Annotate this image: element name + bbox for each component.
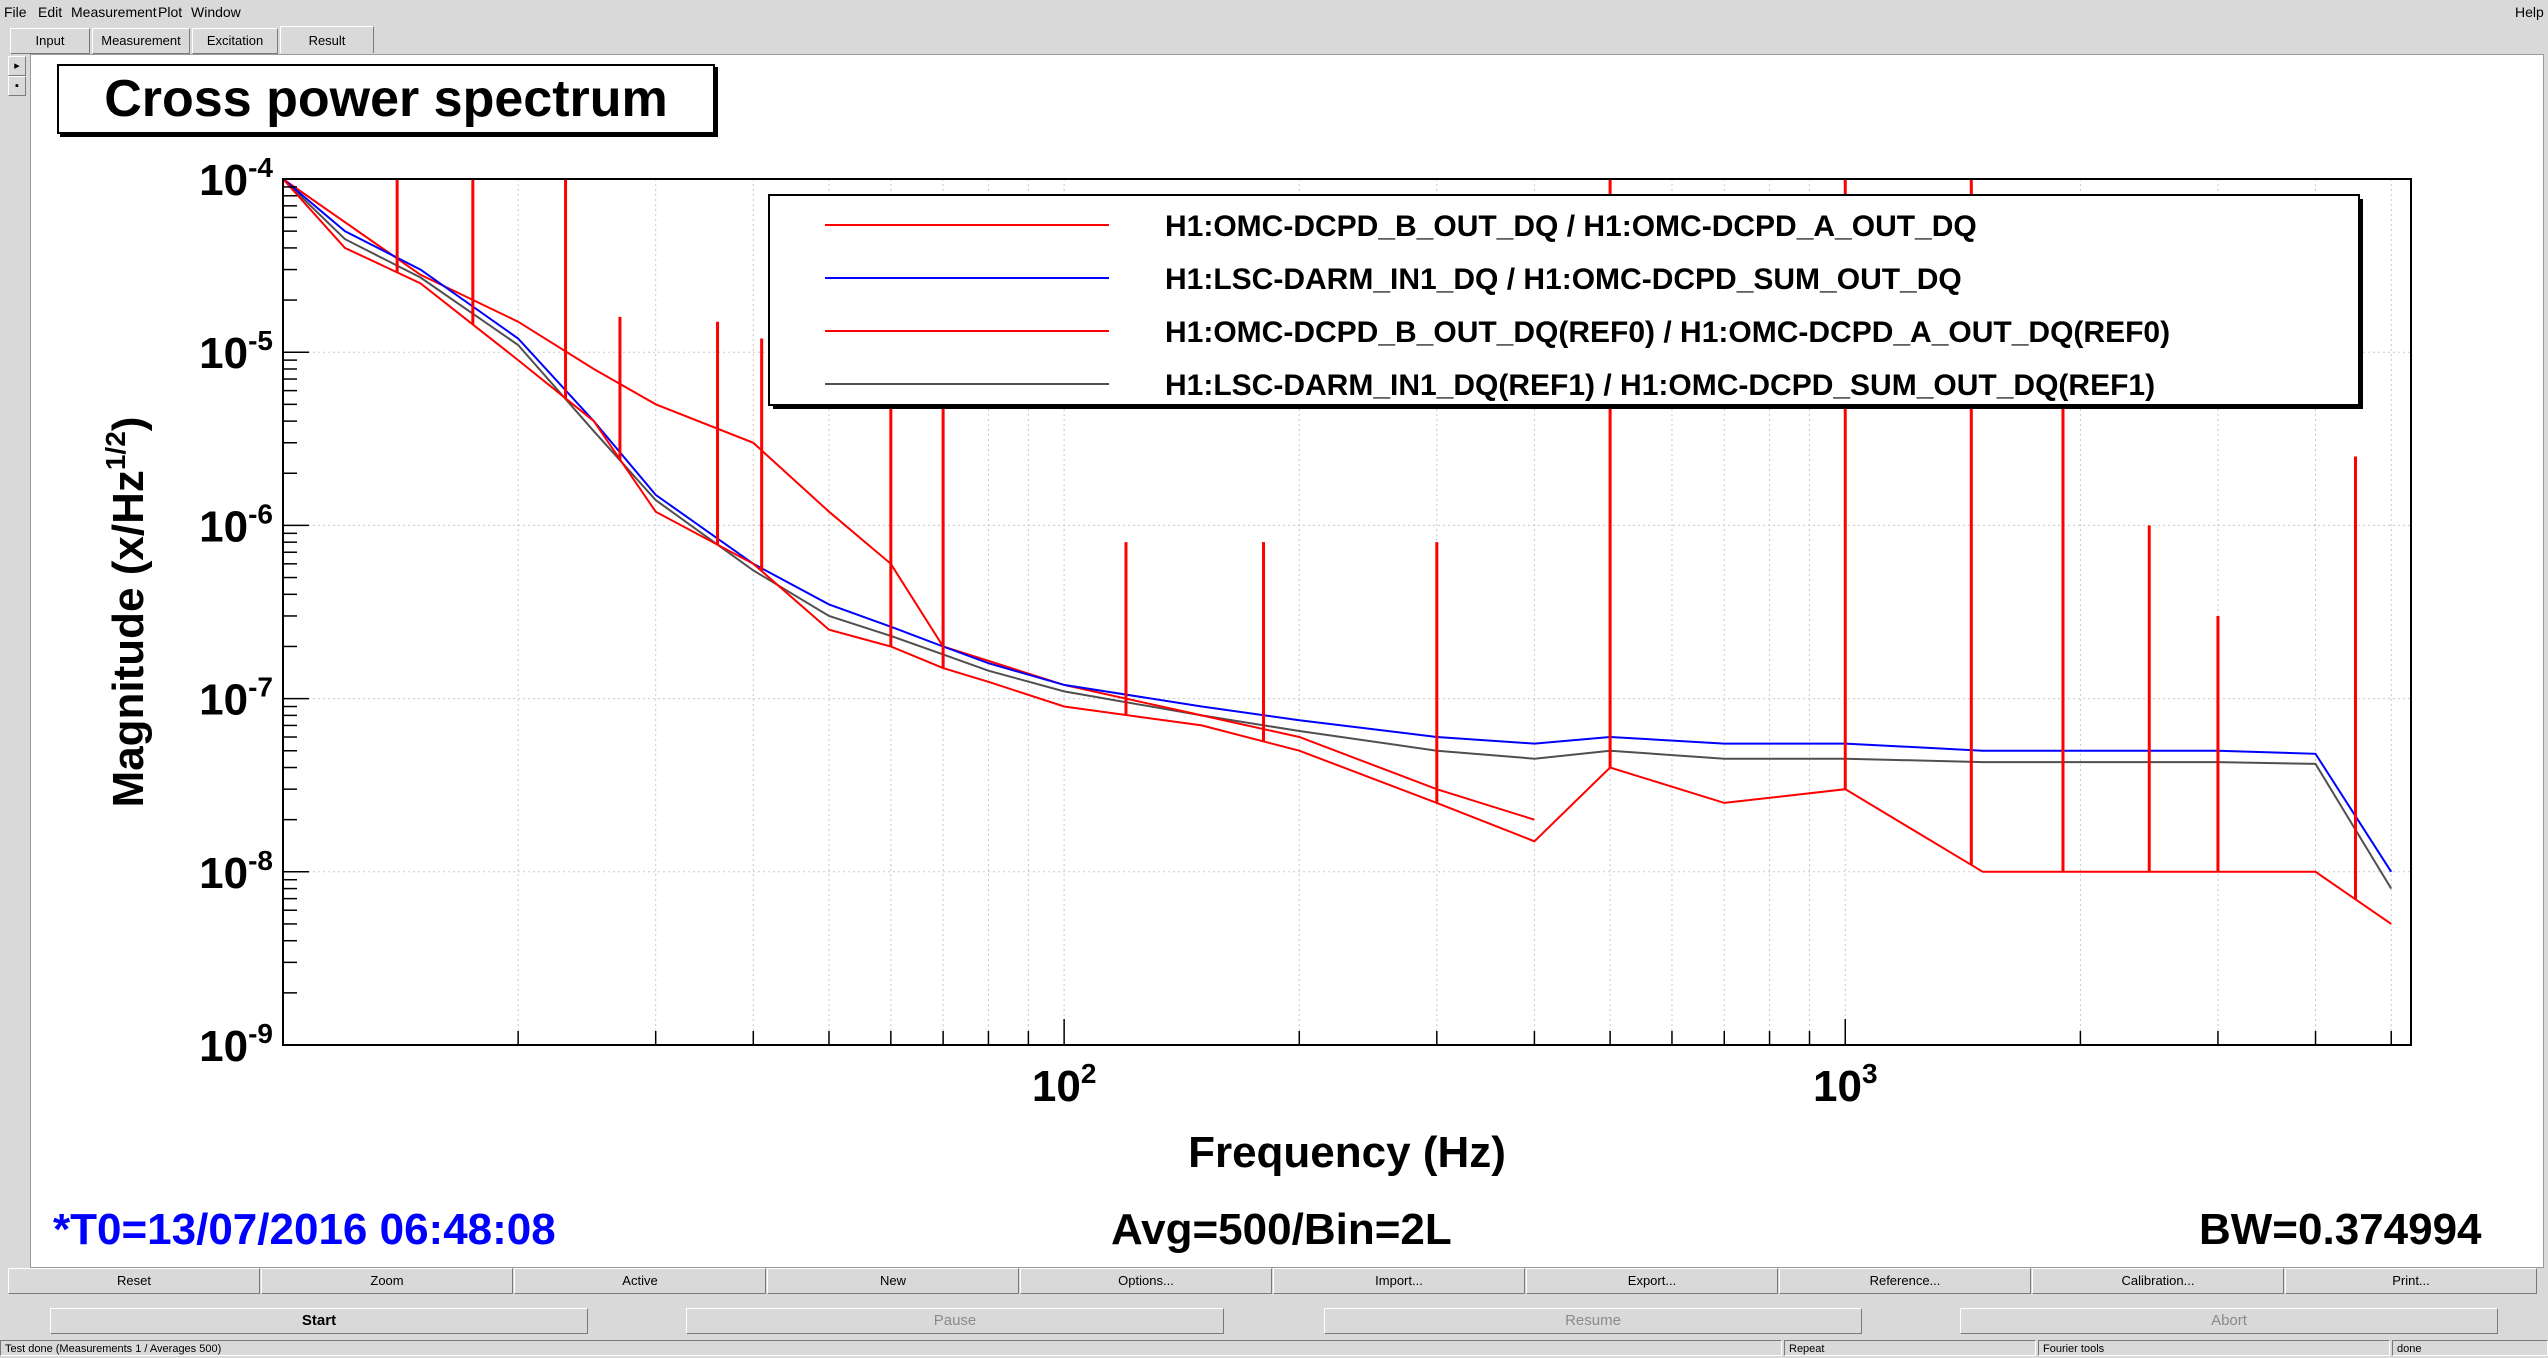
import-button[interactable]: Import...: [1273, 1268, 1525, 1294]
resume-button[interactable]: Resume: [1324, 1308, 1862, 1334]
new-button[interactable]: New: [767, 1268, 1019, 1294]
zoom-button[interactable]: Zoom: [261, 1268, 513, 1294]
t0-label: *T0=13/07/2016 06:48:08: [53, 1205, 556, 1254]
y-tick-label: 10-8: [199, 845, 273, 898]
tab-result[interactable]: Result: [280, 26, 374, 53]
x-tick-label: 102: [1032, 1058, 1097, 1111]
legend-entry: H1:OMC-DCPD_B_OUT_DQ(REF0) / H1:OMC-DCPD…: [1165, 316, 2170, 349]
plot-frame: [282, 178, 2412, 1046]
export-button[interactable]: Export...: [1526, 1268, 1778, 1294]
plot-title: Cross power spectrum: [57, 64, 715, 134]
tab-measurement[interactable]: Measurement: [92, 28, 190, 54]
plot-canvas[interactable]: Cross power spectrum 10-9 10-8 10-7 10-6 10-…: [30, 54, 2544, 1268]
panel-expand-icon[interactable]: ▸: [8, 56, 26, 76]
abort-button[interactable]: Abort: [1960, 1308, 2498, 1334]
status-main: Test done (Measurements 1 / Averages 500…: [0, 1340, 1782, 1356]
status-fourier: Fourier tools: [2038, 1340, 2390, 1356]
legend-entry: H1:LSC-DARM_IN1_DQ(REF1) / H1:OMC-DCPD_S…: [1165, 369, 2155, 402]
tab-excitation[interactable]: Excitation: [192, 28, 278, 54]
series-line-0: [283, 179, 2392, 925]
y-tick-label: 10-4: [199, 152, 273, 205]
legend-box: [768, 194, 2360, 406]
menu-measurement[interactable]: Measurement: [71, 4, 157, 20]
calibration-button[interactable]: Calibration...: [2032, 1268, 2284, 1294]
avg-label: Avg=500/Bin=2L: [1111, 1205, 1452, 1254]
status-repeat: Repeat: [1784, 1340, 2036, 1356]
menu-window[interactable]: Window: [191, 4, 241, 20]
series-line-3: [283, 179, 2393, 890]
y-tick-label: 10-6: [199, 498, 273, 551]
plot-toolbar: Reset Zoom Active New Options... Import.…: [8, 1268, 2540, 1294]
legend-entry: H1:OMC-DCPD_B_OUT_DQ / H1:OMC-DCPD_A_OUT…: [1165, 210, 1977, 243]
pause-button[interactable]: Pause: [686, 1308, 1224, 1334]
reference-button[interactable]: Reference...: [1779, 1268, 2031, 1294]
y-tick-label: 10-9: [199, 1018, 273, 1071]
legend-entry: H1:LSC-DARM_IN1_DQ / H1:OMC-DCPD_SUM_OUT…: [1165, 263, 1962, 296]
active-button[interactable]: Active: [514, 1268, 766, 1294]
start-button[interactable]: Start: [50, 1308, 588, 1334]
menu-help[interactable]: Help: [2515, 4, 2544, 20]
status-done: done: [2392, 1340, 2548, 1356]
x-tick-label: 103: [1813, 1058, 1878, 1111]
options-button[interactable]: Options...: [1020, 1268, 1272, 1294]
series-group: [283, 179, 2393, 925]
menu-bar: File Edit Measurement Plot Window Help: [0, 0, 2548, 24]
bw-label: BW=0.374994: [2199, 1205, 2482, 1254]
menu-edit[interactable]: Edit: [38, 4, 63, 20]
y-tick-label: 10-5: [199, 325, 273, 378]
y-tick-label: 10-7: [199, 672, 273, 725]
reset-button[interactable]: Reset: [8, 1268, 260, 1294]
y-tick-labels: 10-9 10-8 10-7 10-6 10-5 10-4: [199, 152, 273, 1071]
panel-collapse-icon[interactable]: ▪: [8, 76, 26, 96]
menu-plot[interactable]: Plot: [158, 4, 183, 20]
series-line-1: [283, 179, 2393, 873]
y-axis-label: Magnitude (x/Hz1/2): [100, 417, 153, 808]
axis-ticks: [282, 178, 2392, 1046]
status-bar: Test done (Measurements 1 / Averages 500…: [0, 1340, 2548, 1358]
series-line-2: [283, 179, 1535, 821]
x-tick-labels: 102 103: [1032, 1058, 1878, 1111]
grid-lines: [282, 178, 2411, 1046]
tab-input[interactable]: Input: [10, 28, 90, 54]
run-toolbar: Start Pause Resume Abort: [0, 1308, 2548, 1336]
menu-file[interactable]: File: [4, 4, 27, 20]
legend: H1:OMC-DCPD_B_OUT_DQ / H1:OMC-DCPD_A_OUT…: [768, 194, 2363, 409]
x-axis-label: Frequency (Hz): [1188, 1128, 1506, 1177]
spectrum-chart[interactable]: 10-9 10-8 10-7 10-6 10-5 10-4 102 103 Frequenc…: [31, 55, 2543, 1267]
print-button[interactable]: Print...: [2285, 1268, 2537, 1294]
